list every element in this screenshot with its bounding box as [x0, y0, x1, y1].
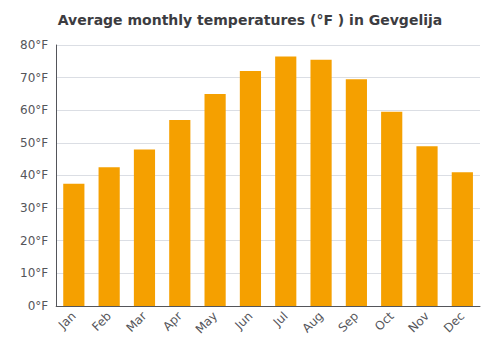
- svg-text:Mar: Mar: [124, 309, 150, 335]
- svg-text:Oct: Oct: [372, 309, 397, 334]
- svg-text:Jan: Jan: [55, 309, 79, 333]
- svg-text:Aug: Aug: [300, 309, 326, 335]
- svg-text:50°F: 50°F: [20, 136, 48, 150]
- svg-text:Jul: Jul: [270, 309, 291, 330]
- svg-text:0°F: 0°F: [28, 299, 49, 313]
- svg-text:Average monthly temperatures (: Average monthly temperatures (°F ) in Ge…: [58, 12, 442, 28]
- svg-text:Sep: Sep: [335, 309, 361, 335]
- svg-text:Feb: Feb: [89, 309, 114, 334]
- svg-text:Dec: Dec: [441, 309, 467, 335]
- svg-text:60°F: 60°F: [20, 103, 48, 117]
- svg-text:10°F: 10°F: [20, 266, 48, 280]
- svg-text:70°F: 70°F: [20, 71, 48, 85]
- svg-text:Nov: Nov: [406, 309, 432, 335]
- svg-text:May: May: [193, 309, 220, 336]
- svg-text:80°F: 80°F: [20, 38, 48, 52]
- svg-text:30°F: 30°F: [20, 201, 48, 215]
- svg-text:Jun: Jun: [232, 309, 256, 333]
- svg-text:20°F: 20°F: [20, 234, 48, 248]
- svg-text:40°F: 40°F: [20, 168, 48, 182]
- svg-text:Apr: Apr: [160, 309, 185, 334]
